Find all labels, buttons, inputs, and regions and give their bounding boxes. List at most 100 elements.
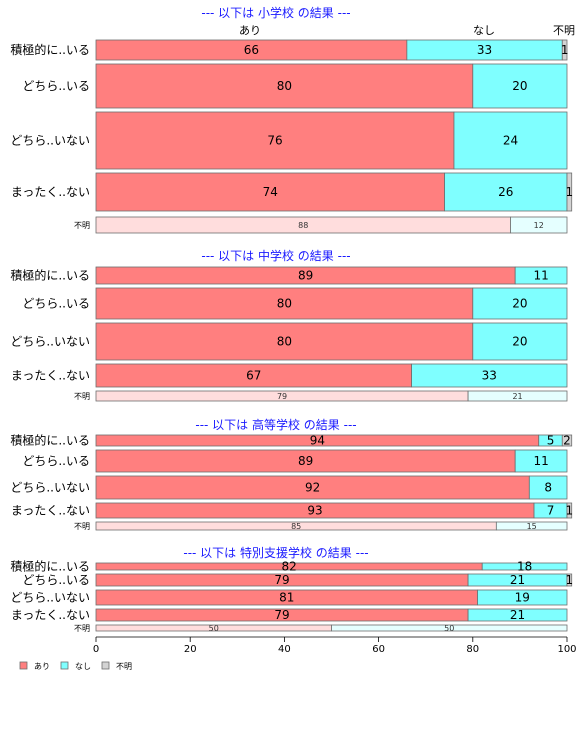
bar-value-label: 76 <box>267 134 282 148</box>
bar-segment-あり <box>95 287 474 320</box>
legend-label: なし <box>75 662 91 671</box>
bar-value-label: 21 <box>512 392 522 401</box>
row-label: 不明 <box>74 392 90 401</box>
row-label: 不明 <box>74 624 90 633</box>
x-tick-label: 20 <box>184 644 197 655</box>
bar-segment-なし <box>444 172 568 212</box>
bar-value-label: 66 <box>244 43 259 57</box>
bar-value-label: 89 <box>298 269 313 283</box>
section-title: --- 以下は 高等学校 の結果 --- <box>195 417 356 432</box>
bar-value-label: 50 <box>444 624 454 633</box>
bar-segment-なし <box>472 322 568 361</box>
bar-value-label: 33 <box>477 43 492 57</box>
bar-value-label: 79 <box>274 608 289 622</box>
bar-value-label: 20 <box>512 335 527 349</box>
bar-value-label: 92 <box>305 481 320 495</box>
x-tick-label: 60 <box>372 644 385 655</box>
bar-segment-なし <box>477 589 568 606</box>
x-tick-label: 80 <box>466 644 479 655</box>
bar-value-label: 80 <box>277 297 292 311</box>
legend-swatch <box>60 661 69 670</box>
section-title: --- 以下は 小学校 の結果 --- <box>201 5 350 20</box>
legend-label: 不明 <box>116 662 132 671</box>
bar-value-label: 88 <box>298 221 308 230</box>
legend-swatch <box>101 661 110 670</box>
x-tick-label: 100 <box>557 644 576 655</box>
bar-segment-なし <box>453 111 568 170</box>
row-label: まったく..ない <box>11 504 90 518</box>
bar-value-label: 89 <box>298 454 313 468</box>
bar-value-label: 8 <box>544 481 552 495</box>
bar-segment-なし <box>528 475 568 500</box>
bar-segment-不明 <box>561 39 568 61</box>
row-label: どちら..いない <box>10 481 90 495</box>
bar-value-label: 1 <box>566 573 574 587</box>
bar-value-label: 50 <box>209 624 219 633</box>
bar-segment-なし <box>510 216 568 234</box>
bar-segment-なし <box>514 449 568 473</box>
bar-value-label: 20 <box>512 79 527 93</box>
row-label: どちら..いない <box>10 335 90 349</box>
bar-value-label: 24 <box>503 134 518 148</box>
bar-value-label: 5 <box>547 434 555 448</box>
bar-value-label: 1 <box>561 43 569 57</box>
bar-segment-あり <box>95 322 474 361</box>
bar-value-label: 33 <box>482 369 497 383</box>
legend-swatch <box>19 661 28 670</box>
bar-segment-不明 <box>566 502 573 519</box>
bar-value-label: 26 <box>498 185 513 199</box>
row-label: 不明 <box>74 221 90 230</box>
bar-segment-なし <box>514 266 568 285</box>
x-tick-label: 0 <box>93 644 99 655</box>
bar-value-label: 21 <box>510 573 525 587</box>
bar-value-label: 1 <box>566 185 574 199</box>
section-title: --- 以下は 中学校 の結果 --- <box>201 248 350 263</box>
row-label: どちら..いる <box>22 454 90 468</box>
bar-value-label: 80 <box>277 335 292 349</box>
legend-label: あり <box>34 662 50 671</box>
row-label: まったく..ない <box>11 608 90 622</box>
bar-segment-不明 <box>561 434 573 447</box>
row-label: 積極的に..いる <box>10 42 90 57</box>
bar-value-label: 2 <box>563 434 571 448</box>
column-label: 不明 <box>553 24 575 37</box>
bar-value-label: 67 <box>246 369 261 383</box>
bar-value-label: 82 <box>281 560 296 574</box>
row-label: 積極的に..いる <box>10 433 90 448</box>
bar-segment-なし <box>411 363 568 388</box>
bar-segment-不明 <box>566 172 573 212</box>
row-label: どちら..いる <box>22 297 90 311</box>
bar-segment-なし <box>481 562 568 571</box>
bar-value-label: 19 <box>515 591 530 605</box>
x-tick-label: 40 <box>278 644 291 655</box>
row-label: 不明 <box>74 522 90 531</box>
bar-value-label: 85 <box>291 522 301 531</box>
bar-segment-不明 <box>566 573 573 587</box>
bar-value-label: 93 <box>307 504 322 518</box>
bar-value-label: 12 <box>534 221 544 230</box>
bar-value-label: 94 <box>310 434 325 448</box>
bar-segment-なし <box>495 521 568 531</box>
bar-value-label: 15 <box>527 522 537 531</box>
column-label: なし <box>473 24 495 37</box>
row-label: どちら..いる <box>22 79 90 93</box>
bar-segment-なし <box>467 608 568 622</box>
row-label: どちら..いる <box>22 573 90 587</box>
row-label: 積極的に..いる <box>10 268 90 283</box>
row-label: まったく..ない <box>11 369 90 383</box>
bar-value-label: 11 <box>533 269 548 283</box>
bar-value-label: 11 <box>533 454 548 468</box>
bar-value-label: 7 <box>547 504 555 518</box>
bar-value-label: 1 <box>566 504 574 518</box>
bar-value-label: 80 <box>277 79 292 93</box>
bar-value-label: 81 <box>279 591 294 605</box>
bar-value-label: 74 <box>263 185 278 199</box>
row-label: まったく..ない <box>11 185 90 199</box>
bar-value-label: 79 <box>274 573 289 587</box>
bar-segment-あり <box>95 111 455 170</box>
bar-value-label: 20 <box>512 297 527 311</box>
row-label: 積極的に..いる <box>10 559 90 574</box>
column-label: あり <box>239 24 261 37</box>
section-title: --- 以下は 特別支援学校 の結果 --- <box>183 545 368 560</box>
bar-segment-なし <box>472 287 568 320</box>
